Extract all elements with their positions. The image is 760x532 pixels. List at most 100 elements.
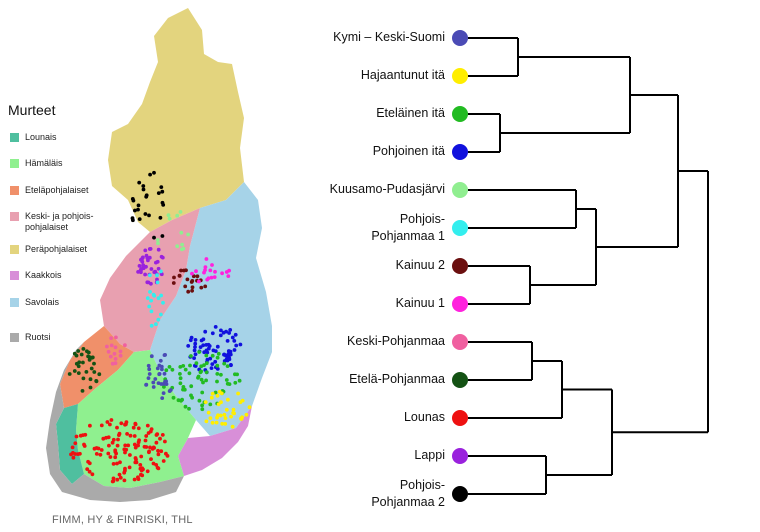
- sample-dot: [92, 446, 97, 451]
- sample-dot: [162, 353, 167, 357]
- dendrogram-leaf-label: Lappi: [414, 448, 445, 462]
- sample-dot: [158, 358, 163, 363]
- sample-dot: [141, 255, 145, 260]
- legend-label: Peräpohjalaiset: [25, 244, 88, 254]
- region-lounais: [56, 404, 84, 484]
- dendrogram-leaf-node: [452, 182, 468, 198]
- dendrogram-leaf-label: Pohjois- Pohjanmaa 1: [371, 212, 445, 243]
- dendrogram-leaf-node: [452, 486, 468, 502]
- sample-dot: [219, 372, 223, 377]
- sample-dot: [183, 284, 188, 289]
- sample-dot: [111, 462, 116, 466]
- sample-dot: [110, 479, 115, 484]
- sample-dot: [136, 426, 141, 431]
- dendrogram-leaf-label: Hajaantunut itä: [360, 68, 445, 82]
- sample-dot: [107, 443, 111, 448]
- sample-dot: [208, 356, 213, 361]
- sample-dot: [206, 276, 211, 281]
- sample-dot: [90, 472, 95, 477]
- sample-dot: [178, 376, 183, 381]
- legend-swatch: [10, 186, 19, 195]
- sample-dot: [141, 184, 146, 188]
- sample-dot: [229, 363, 233, 367]
- sample-dot: [232, 339, 237, 343]
- region-perapohjalaiset: [108, 8, 244, 232]
- sample-dot: [81, 360, 85, 365]
- sample-dot: [148, 290, 152, 294]
- sample-dot: [161, 459, 166, 463]
- sample-dot: [106, 349, 111, 354]
- sample-dot: [145, 469, 150, 474]
- sample-dot: [113, 455, 118, 460]
- sample-dot: [87, 461, 92, 466]
- sample-dot: [188, 338, 193, 343]
- sample-dot: [160, 234, 165, 238]
- sample-dot: [155, 366, 160, 371]
- sample-dot: [143, 272, 148, 277]
- sample-dot: [119, 421, 124, 426]
- sample-dot: [145, 423, 150, 428]
- sample-dot: [136, 203, 141, 208]
- legend-swatch: [10, 159, 19, 168]
- sample-dot: [216, 402, 221, 407]
- sample-dot: [133, 208, 137, 213]
- sample-dot: [213, 325, 218, 329]
- sample-dot: [143, 438, 148, 443]
- sample-dot: [209, 395, 214, 400]
- sample-dot: [188, 363, 192, 368]
- sample-dot: [88, 385, 93, 390]
- sample-dot: [193, 352, 198, 357]
- sample-dot: [189, 354, 193, 358]
- sample-dot: [85, 349, 89, 354]
- sample-dot: [85, 467, 90, 471]
- sample-dot: [74, 353, 79, 358]
- sample-dot: [163, 439, 167, 444]
- sample-dot: [152, 235, 156, 240]
- sample-dot: [148, 172, 153, 177]
- sample-dot: [221, 330, 226, 335]
- sample-dot: [148, 273, 152, 278]
- sample-dot: [156, 266, 161, 271]
- sample-dot: [96, 446, 101, 451]
- sample-dot: [153, 377, 158, 381]
- sample-dot: [82, 444, 87, 448]
- sample-dot: [132, 442, 137, 447]
- sample-dot: [144, 383, 149, 387]
- sample-dot: [226, 397, 230, 402]
- sample-dot: [111, 476, 116, 481]
- sample-dot: [133, 422, 138, 427]
- legend-swatch: [10, 212, 19, 221]
- sample-dot: [177, 273, 182, 278]
- sample-dot: [156, 466, 161, 471]
- sample-dot: [223, 416, 228, 420]
- sample-dot: [208, 416, 213, 420]
- legend-label: Hämäläis: [25, 158, 63, 168]
- sample-dot: [218, 333, 223, 338]
- sample-dot: [222, 412, 227, 417]
- sample-dot: [122, 478, 127, 483]
- sample-dot: [203, 329, 208, 334]
- credit-text: FIMM, HY & FINRISKI, THL: [52, 514, 193, 526]
- sample-dot: [208, 402, 213, 407]
- dendrogram-leaf-node: [452, 296, 468, 312]
- sample-dot: [81, 433, 85, 437]
- sample-dot: [149, 267, 154, 271]
- sample-dot: [118, 460, 122, 465]
- sample-dot: [117, 472, 122, 477]
- sample-dot: [222, 352, 227, 357]
- sample-dot: [137, 264, 142, 268]
- sample-dot: [240, 398, 245, 403]
- sample-dot: [161, 391, 166, 395]
- sample-dot: [124, 420, 129, 424]
- sample-dot: [178, 372, 182, 376]
- sample-dot: [175, 244, 180, 249]
- sample-dot: [125, 432, 129, 436]
- sample-dot: [208, 268, 213, 273]
- sample-dot: [70, 445, 75, 450]
- sample-dot: [108, 455, 113, 459]
- sample-dot: [204, 370, 209, 375]
- sample-dot: [244, 412, 249, 417]
- sample-dot: [215, 379, 219, 384]
- dendrogram-leaf-node: [452, 372, 468, 388]
- sample-dot: [178, 381, 183, 386]
